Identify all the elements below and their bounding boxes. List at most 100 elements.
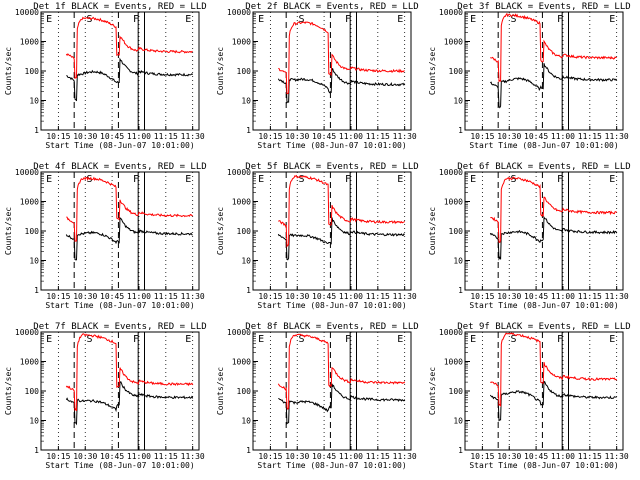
events-series-line [489, 215, 618, 261]
event-marker-label: S [86, 14, 92, 25]
x-axis-label: Start Time (08-Jun-07 10:01:00) [469, 301, 618, 310]
detector-panel: Det 1f BLACK = Events, RED = LLD 1 10 100 10… [4, 2, 207, 150]
x-tick-label: 11:00 [127, 292, 151, 301]
y-tick-label: 100 [25, 387, 40, 396]
y-axis-label: Counts/sec [4, 47, 13, 95]
y-tick-label: 10000 [439, 328, 463, 337]
event-marker-label: E [185, 334, 191, 345]
y-tick-label: 100 [237, 387, 252, 396]
y-tick-label: 1 [34, 446, 39, 455]
lld-series-line [278, 21, 405, 95]
x-axis-label: Start Time (08-Jun-07 10:01:00) [45, 301, 194, 310]
y-tick-label: 1 [34, 126, 39, 135]
y-axis-label: Counts/sec [216, 207, 225, 255]
x-tick-label: 11:30 [605, 292, 629, 301]
x-tick-label: 11:15 [366, 132, 390, 141]
y-axis-label: Counts/sec [428, 207, 437, 255]
x-tick-label: 10:30 [285, 292, 309, 301]
event-marker-label: E [258, 174, 264, 185]
y-tick-label: 10 [453, 97, 463, 106]
event-marker-label: F [345, 14, 351, 25]
y-axis-label: Counts/sec [428, 367, 437, 415]
x-tick-label: 11:30 [181, 452, 205, 461]
event-marker-label: E [397, 14, 403, 25]
x-tick-label: 10:15 [258, 292, 282, 301]
x-tick-label: 10:30 [73, 452, 97, 461]
lld-series-line [277, 333, 406, 411]
y-axis-label: Counts/sec [4, 367, 13, 415]
y-tick-label: 100 [449, 67, 464, 76]
y-tick-label: 100 [449, 387, 464, 396]
y-tick-label: 100 [25, 67, 40, 76]
y-tick-label: 1 [34, 286, 39, 295]
x-tick-label: 10:45 [100, 132, 124, 141]
event-marker-label: E [609, 334, 615, 345]
x-tick-label: 11:30 [181, 292, 205, 301]
event-marker-label: E [397, 334, 403, 345]
panel-title: Det 1f BLACK = Events, RED = LLD [33, 2, 206, 12]
x-tick-label: 10:15 [258, 132, 282, 141]
y-tick-label: 100 [237, 67, 252, 76]
event-marker-label: E [46, 14, 52, 25]
y-tick-label: 1 [458, 126, 463, 135]
events-series-line [277, 67, 406, 104]
detector-panel: Det 8f BLACK = Events, RED = LLD 1 10 100 10… [216, 322, 419, 470]
event-marker-label: E [609, 174, 615, 185]
lld-series-line [65, 333, 194, 412]
detector-panel: Det 9f BLACK = Events, RED = LLD 1 10 100 10… [428, 322, 631, 470]
x-tick-label: 11:00 [339, 292, 363, 301]
panel-title: Det 8f BLACK = Events, RED = LLD [245, 322, 418, 332]
y-tick-label: 1000 [20, 358, 39, 367]
y-tick-label: 1 [458, 286, 463, 295]
y-tick-label: 1 [246, 126, 251, 135]
y-tick-label: 1 [246, 446, 251, 455]
x-tick-label: 11:00 [551, 292, 575, 301]
y-tick-label: 10 [453, 417, 463, 426]
y-tick-label: 10 [241, 97, 251, 106]
y-tick-label: 10 [241, 417, 251, 426]
event-marker-label: E [470, 14, 476, 25]
y-tick-label: 10000 [439, 168, 463, 177]
event-marker-label: E [470, 334, 476, 345]
y-tick-label: 10 [453, 257, 463, 266]
x-tick-label: 10:30 [497, 292, 521, 301]
x-tick-label: 11:30 [393, 132, 417, 141]
panel-title: Det 5f BLACK = Events, RED = LLD [245, 162, 418, 172]
panel-title: Det 6f BLACK = Events, RED = LLD [457, 162, 630, 172]
x-tick-label: 10:30 [285, 132, 309, 141]
x-tick-label: 11:15 [366, 292, 390, 301]
x-axis-label: Start Time (08-Jun-07 10:01:00) [257, 141, 406, 150]
panel-title: Det 4f BLACK = Events, RED = LLD [33, 162, 206, 172]
events-series-line [489, 380, 617, 422]
y-tick-label: 1000 [444, 358, 463, 367]
x-axis-label: Start Time (08-Jun-07 10:01:00) [469, 141, 618, 150]
event-marker-label: F [557, 174, 563, 185]
y-tick-label: 100 [449, 227, 464, 236]
x-tick-label: 11:15 [154, 132, 178, 141]
x-tick-label: 11:00 [551, 452, 575, 461]
x-tick-label: 11:15 [366, 452, 390, 461]
event-marker-label: F [557, 334, 563, 345]
event-marker-label: F [133, 174, 139, 185]
event-marker-label: S [298, 334, 304, 345]
y-tick-label: 1000 [444, 198, 463, 207]
panel-title: Det 9f BLACK = Events, RED = LLD [457, 322, 630, 332]
x-tick-label: 10:45 [100, 292, 124, 301]
x-tick-label: 10:45 [524, 292, 548, 301]
x-tick-label: 11:00 [127, 452, 151, 461]
x-tick-label: 11:30 [393, 292, 417, 301]
event-marker-label: S [298, 14, 304, 25]
lld-series-line [490, 12, 617, 83]
y-tick-label: 10 [241, 257, 251, 266]
x-tick-label: 10:15 [470, 132, 494, 141]
lld-series-line [66, 176, 193, 242]
lld-series-line [490, 176, 618, 244]
event-marker-label: F [133, 334, 139, 345]
event-marker-label: E [470, 174, 476, 185]
x-tick-label: 11:30 [605, 452, 629, 461]
x-tick-label: 10:15 [46, 452, 70, 461]
detector-panel: Det 3f BLACK = Events, RED = LLD 1 10 100 10… [428, 2, 631, 150]
events-series-line [65, 381, 194, 426]
event-marker-label: S [510, 334, 516, 345]
events-series-line [65, 216, 193, 261]
